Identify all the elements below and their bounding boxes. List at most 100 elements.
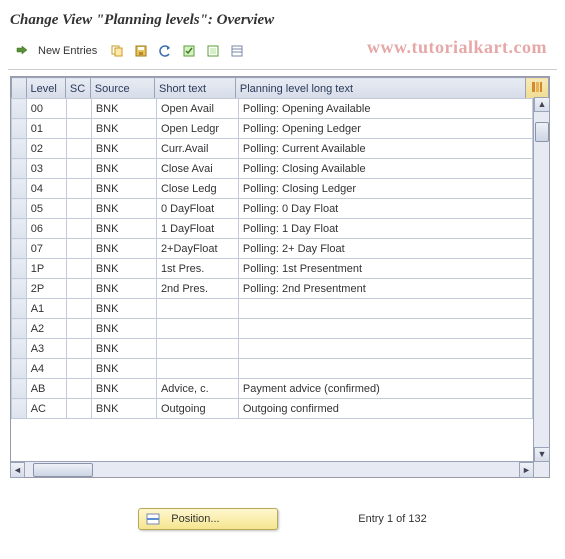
cell-long[interactable]	[238, 359, 532, 379]
cell-sc[interactable]	[66, 319, 91, 339]
cell-level[interactable]: 2P	[26, 279, 66, 299]
cell-sc[interactable]	[66, 339, 91, 359]
col-header-source[interactable]: Source	[90, 78, 154, 100]
cell-sc[interactable]	[66, 259, 91, 279]
cell-level[interactable]: 1P	[26, 259, 66, 279]
cell-sc[interactable]	[66, 199, 91, 219]
table-row[interactable]: A4 BNK	[12, 359, 533, 379]
cell-long[interactable]: Outgoing confirmed	[238, 399, 532, 419]
cell-short[interactable]: 2+DayFloat	[156, 239, 238, 259]
row-selector[interactable]	[12, 179, 27, 199]
cell-long[interactable]: Polling: 2+ Day Float	[238, 239, 532, 259]
cell-source[interactable]: BNK	[91, 379, 156, 399]
row-selector[interactable]	[12, 319, 27, 339]
row-selector[interactable]	[12, 119, 27, 139]
scroll-down-icon[interactable]: ▼	[534, 447, 550, 462]
cell-level[interactable]: A1	[26, 299, 66, 319]
cell-source[interactable]: BNK	[91, 399, 156, 419]
cell-long[interactable]: Polling: Opening Available	[238, 99, 532, 119]
cell-long[interactable]: Polling: 2nd Presentment	[238, 279, 532, 299]
cell-source[interactable]: BNK	[91, 159, 156, 179]
cell-sc[interactable]	[66, 239, 91, 259]
cell-level[interactable]: A2	[26, 319, 66, 339]
vertical-scrollbar[interactable]: ▲ ▼	[533, 98, 549, 461]
table-row[interactable]: AB BNKAdvice, c.Payment advice (confirmed…	[12, 379, 533, 399]
cell-long[interactable]: Polling: Opening Ledger	[238, 119, 532, 139]
cell-source[interactable]: BNK	[91, 319, 156, 339]
cell-level[interactable]: AC	[26, 399, 66, 419]
toggle-icon[interactable]	[12, 41, 32, 61]
cell-source[interactable]: BNK	[91, 359, 156, 379]
cell-short[interactable]: Advice, c.	[156, 379, 238, 399]
save-icon[interactable]	[131, 41, 151, 61]
row-selector[interactable]	[12, 399, 27, 419]
cell-level[interactable]: AB	[26, 379, 66, 399]
undo-icon[interactable]	[155, 41, 175, 61]
row-selector[interactable]	[12, 299, 27, 319]
cell-short[interactable]: Open Ledgr	[156, 119, 238, 139]
cell-short[interactable]: Close Avai	[156, 159, 238, 179]
row-selector[interactable]	[12, 339, 27, 359]
row-selector[interactable]	[12, 359, 27, 379]
cell-sc[interactable]	[66, 179, 91, 199]
cell-long[interactable]: Payment advice (confirmed)	[238, 379, 532, 399]
cell-long[interactable]	[238, 339, 532, 359]
cell-source[interactable]: BNK	[91, 199, 156, 219]
cell-long[interactable]	[238, 319, 532, 339]
cell-short[interactable]: Close Ledg	[156, 179, 238, 199]
table-row[interactable]: A3 BNK	[12, 339, 533, 359]
horizontal-scrollbar[interactable]: ◄ ►	[11, 461, 533, 477]
cell-source[interactable]: BNK	[91, 179, 156, 199]
cell-source[interactable]: BNK	[91, 339, 156, 359]
table-row[interactable]: 06 BNK1 DayFloatPolling: 1 Day Float	[12, 219, 533, 239]
cell-level[interactable]: 06	[26, 219, 66, 239]
cell-sc[interactable]	[66, 279, 91, 299]
cell-short[interactable]: Outgoing	[156, 399, 238, 419]
new-entries-button[interactable]: New Entries	[36, 45, 103, 57]
row-selector[interactable]	[12, 279, 27, 299]
cell-level[interactable]: A3	[26, 339, 66, 359]
col-header-sc[interactable]: SC	[65, 78, 90, 100]
table-row[interactable]: 04BNKClose LedgPolling: Closing Ledger	[12, 179, 533, 199]
table-row[interactable]: 05BNK0 DayFloatPolling: 0 Day Float	[12, 199, 533, 219]
cell-short[interactable]: 2nd Pres.	[156, 279, 238, 299]
row-selector[interactable]	[12, 199, 27, 219]
cell-level[interactable]: 02	[26, 139, 66, 159]
cell-source[interactable]: BNK	[91, 299, 156, 319]
row-selector[interactable]	[12, 259, 27, 279]
table-row[interactable]: A1 BNK	[12, 299, 533, 319]
cell-short[interactable]: 1 DayFloat	[156, 219, 238, 239]
cell-sc[interactable]	[66, 219, 91, 239]
row-selector[interactable]	[12, 239, 27, 259]
cell-sc[interactable]	[66, 299, 91, 319]
cell-short[interactable]: 1st Pres.	[156, 259, 238, 279]
cell-sc[interactable]	[66, 359, 91, 379]
cell-level[interactable]: A4	[26, 359, 66, 379]
cell-long[interactable]: Polling: Current Available	[238, 139, 532, 159]
row-selector[interactable]	[12, 219, 27, 239]
cell-source[interactable]: BNK	[91, 279, 156, 299]
cell-source[interactable]: BNK	[91, 219, 156, 239]
position-button[interactable]: Position...	[138, 508, 278, 530]
cell-short[interactable]	[156, 299, 238, 319]
table-row[interactable]: 2P BNK2nd Pres.Polling: 2nd Presentment	[12, 279, 533, 299]
table-row[interactable]: 07BNK2+DayFloatPolling: 2+ Day Float	[12, 239, 533, 259]
cell-level[interactable]: 07	[26, 239, 66, 259]
cell-sc[interactable]	[66, 379, 91, 399]
cell-level[interactable]: 00	[26, 99, 66, 119]
cell-level[interactable]: 05	[26, 199, 66, 219]
cell-sc[interactable]	[66, 159, 91, 179]
vscroll-thumb[interactable]	[535, 122, 549, 142]
scroll-right-icon[interactable]: ►	[519, 462, 534, 478]
table-row[interactable]: AC BNKOutgoingOutgoing confirmed	[12, 399, 533, 419]
cell-long[interactable]: Polling: Closing Available	[238, 159, 532, 179]
cell-level[interactable]: 04	[26, 179, 66, 199]
cell-source[interactable]: BNK	[91, 259, 156, 279]
cell-short[interactable]	[156, 319, 238, 339]
row-selector[interactable]	[12, 99, 27, 119]
hscroll-thumb[interactable]	[33, 463, 93, 477]
cell-level[interactable]: 01	[26, 119, 66, 139]
cell-short[interactable]	[156, 359, 238, 379]
cell-long[interactable]: Polling: 1 Day Float	[238, 219, 532, 239]
col-header-level[interactable]: Level	[26, 78, 65, 100]
